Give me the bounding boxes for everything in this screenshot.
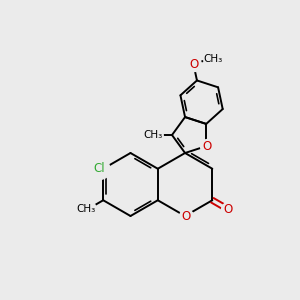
Text: Cl: Cl [94, 162, 105, 175]
Text: CH₃: CH₃ [143, 130, 162, 140]
Text: CH₃: CH₃ [76, 204, 96, 214]
Text: O: O [202, 140, 212, 153]
Text: O: O [223, 203, 232, 216]
Text: CH₃: CH₃ [203, 54, 222, 64]
Text: O: O [189, 58, 198, 71]
Text: O: O [181, 209, 190, 223]
